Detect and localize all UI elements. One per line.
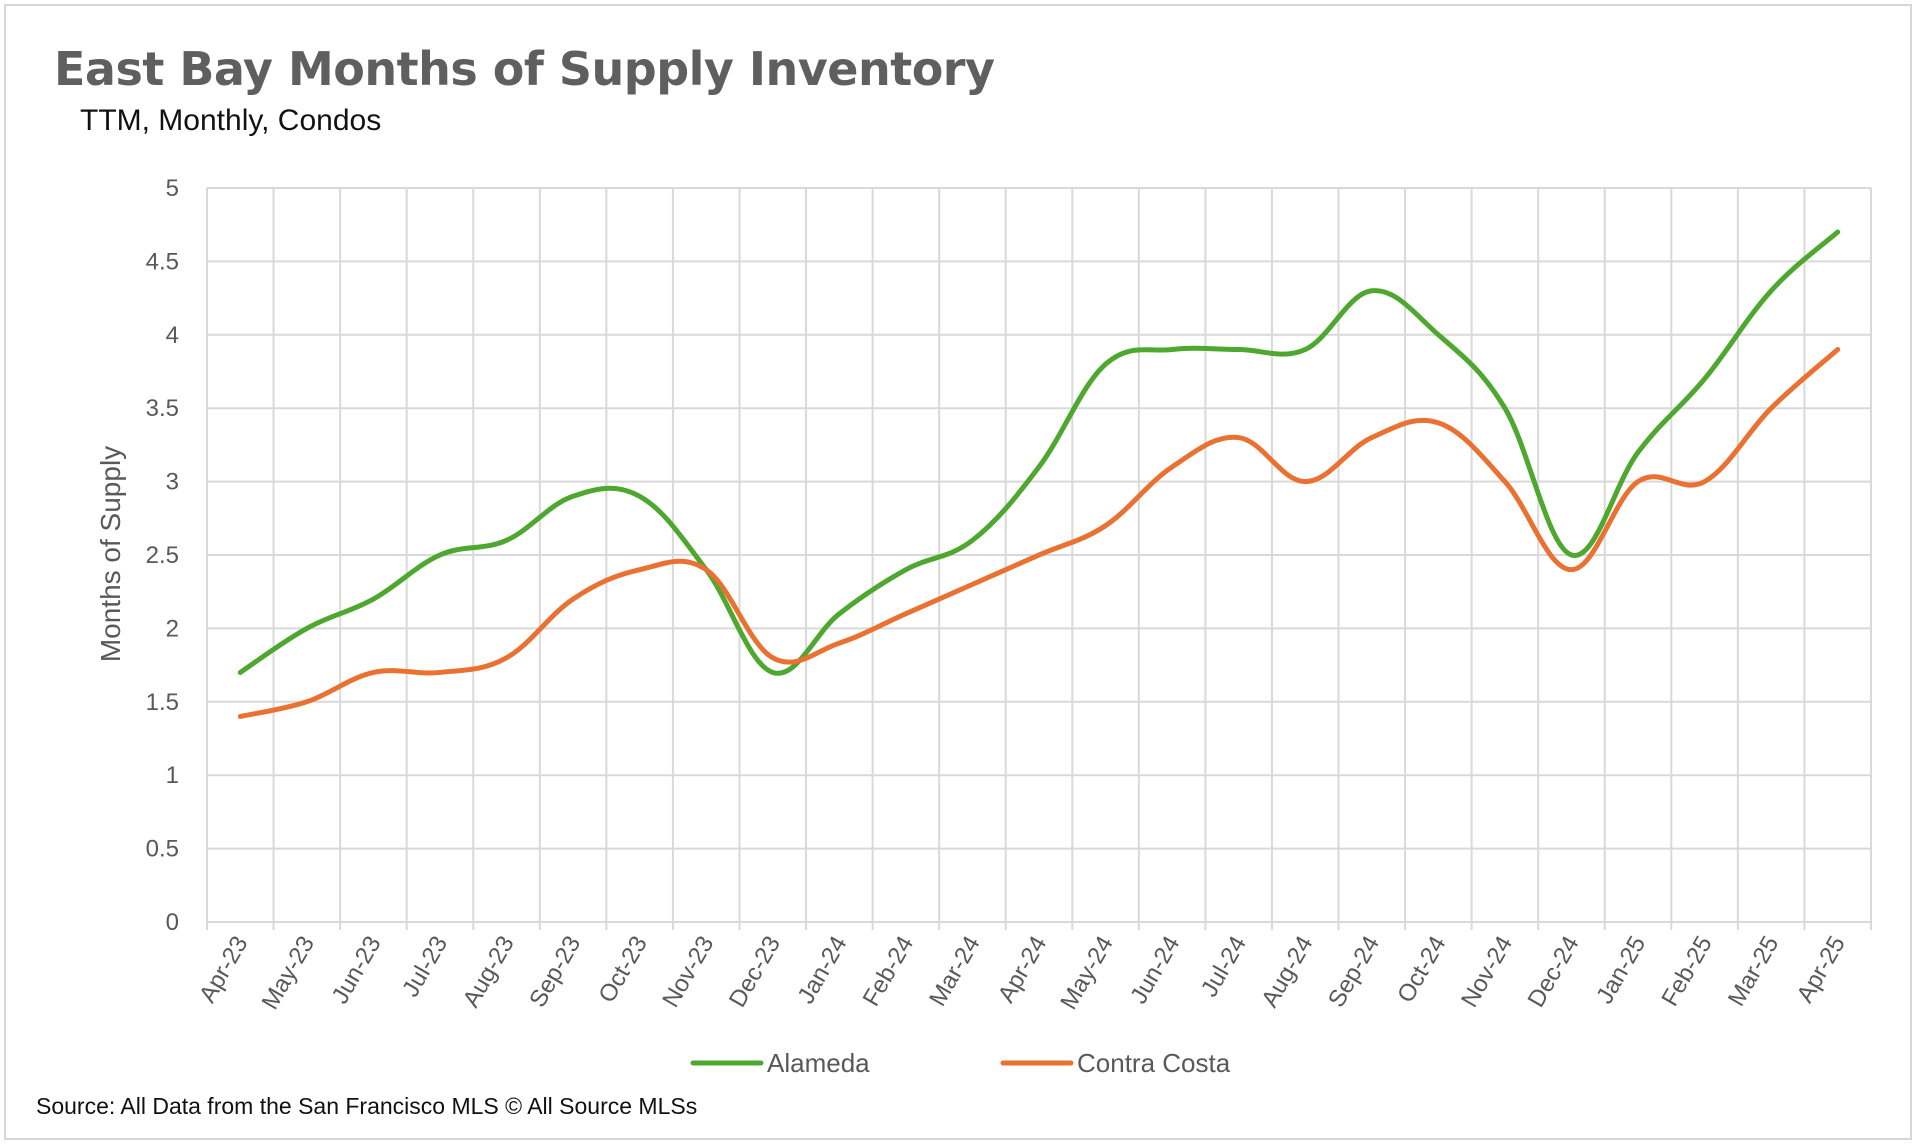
x-tick-label: Jan-25 — [1591, 932, 1651, 1009]
series-line-contra-costa — [237, 346, 1841, 719]
x-tick-label: Apr-25 — [1792, 932, 1851, 1008]
x-tick-label: Mar-24 — [924, 932, 985, 1011]
x-tick-label: Sep-23 — [524, 932, 586, 1013]
y-tick-label: 0.5 — [146, 836, 179, 863]
x-tick-label: Jul-23 — [397, 932, 453, 1002]
y-tick-label: 1 — [166, 762, 179, 789]
x-tick-labels: Apr-23 May-23 Jun-23 Jul-23 Aug-23 Sep-23 Oct-… — [194, 932, 1851, 1015]
y-tick-label: 3 — [166, 469, 179, 496]
y-tick-label: 0 — [166, 909, 179, 936]
x-tick-label: Apr-24 — [993, 932, 1052, 1008]
y-tick-label: 4.5 — [146, 248, 179, 275]
chart-title: East Bay Months of Supply Inventory — [54, 42, 995, 96]
y-tick-label: 4 — [166, 322, 179, 349]
y-tick-label: 1.5 — [146, 689, 179, 716]
y-tick-label: 5 — [166, 175, 179, 202]
x-tick-label: Feb-24 — [858, 932, 919, 1011]
x-tick-label: Nov-24 — [1456, 932, 1518, 1013]
x-tick-label: Jun-23 — [327, 932, 387, 1009]
x-tick-label: Dec-24 — [1523, 932, 1585, 1013]
chart-subtitle: TTM, Monthly, Condos — [80, 104, 382, 137]
x-tick-label: May-23 — [257, 932, 320, 1015]
grid-lines — [206, 187, 1872, 930]
x-tick-label: Mar-25 — [1723, 932, 1784, 1011]
legend-label: Alameda — [767, 1048, 870, 1078]
source-note: Source: All Data from the San Francisco … — [36, 1093, 698, 1119]
x-tick-label: Jan-24 — [792, 932, 852, 1009]
x-tick-label: Oct-23 — [593, 932, 652, 1008]
y-tick-label: 2.5 — [146, 542, 179, 569]
y-tick-labels: 0 0.5 1 1.5 2 2.5 3 3.5 4 4.5 5 — [146, 175, 179, 936]
x-tick-label: Jun-24 — [1125, 932, 1185, 1009]
legend-label: Contra Costa — [1077, 1048, 1231, 1078]
y-tick-label: 3.5 — [146, 395, 179, 422]
x-tick-label: Dec-23 — [724, 932, 786, 1013]
y-axis-label: Months of Supply — [95, 446, 126, 662]
series-line-alameda — [237, 229, 1841, 676]
y-tick-label: 2 — [166, 615, 179, 642]
x-tick-label: Nov-23 — [657, 932, 719, 1013]
x-tick-label: Sep-24 — [1323, 932, 1385, 1013]
x-tick-label: May-24 — [1055, 932, 1118, 1015]
chart-frame — [4, 4, 1912, 1140]
x-tick-label: Oct-24 — [1392, 932, 1451, 1008]
x-tick-label: Aug-23 — [458, 932, 520, 1013]
x-tick-label: Aug-24 — [1256, 932, 1318, 1013]
x-tick-label: Apr-23 — [194, 932, 253, 1008]
x-tick-label: Jul-24 — [1196, 932, 1252, 1002]
legend: Alameda Contra Costa — [690, 1048, 1231, 1078]
series-lines — [237, 229, 1841, 719]
x-tick-label: Feb-25 — [1656, 932, 1717, 1011]
